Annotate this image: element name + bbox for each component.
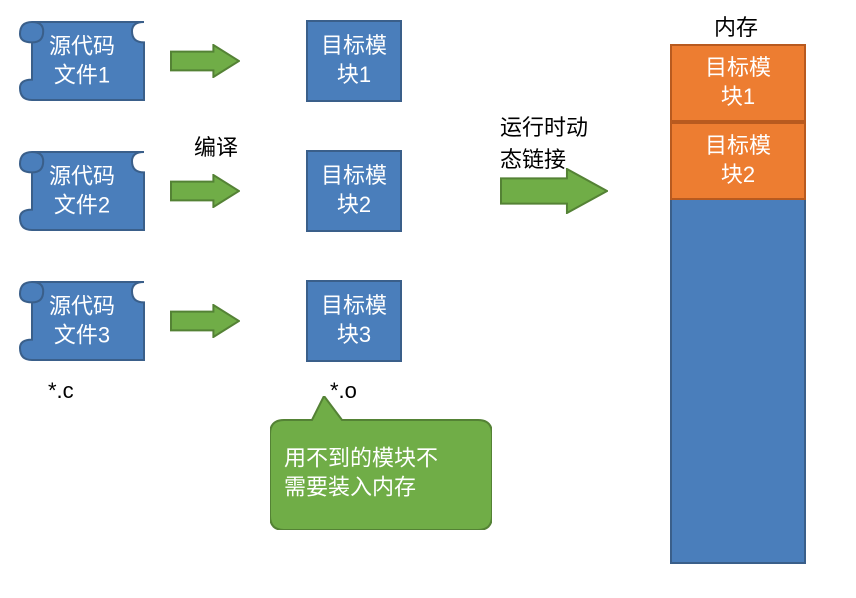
callout-text: 用不到的模块不需要装入内存: [270, 443, 492, 502]
source-file-3-label: 源代码文件3: [18, 292, 146, 349]
source-footnote: *.c: [48, 378, 74, 404]
object-module-3: 目标模块3: [306, 280, 402, 362]
object-module-1: 目标模块1: [306, 20, 402, 102]
memory-title: 内存: [714, 10, 758, 42]
source-file-2: 源代码文件2: [18, 150, 146, 232]
source-file-2-label: 源代码文件2: [18, 162, 146, 219]
arrow-link: [500, 168, 608, 219]
arrow-compile: [170, 44, 240, 83]
source-file-3: 源代码文件3: [18, 280, 146, 362]
arrow-compile: [170, 174, 240, 213]
memory-module-2: 目标模块2: [670, 122, 806, 200]
link-label: 运行时动态链接: [500, 110, 588, 174]
arrow-compile: [170, 304, 240, 343]
source-file-1-label: 源代码文件1: [18, 32, 146, 89]
source-file-1: 源代码文件1: [18, 20, 146, 102]
object-module-3-label: 目标模块3: [321, 292, 387, 349]
compile-label: 编译: [194, 130, 238, 162]
object-module-1-label: 目标模块1: [321, 32, 387, 89]
object-module-2-label: 目标模块2: [321, 162, 387, 219]
memory-module-1-label: 目标模块1: [705, 54, 771, 111]
object-module-2: 目标模块2: [306, 150, 402, 232]
memory-module-1: 目标模块1: [670, 44, 806, 122]
memory-module-2-label: 目标模块2: [705, 132, 771, 189]
callout-note: 用不到的模块不需要装入内存: [270, 420, 492, 530]
